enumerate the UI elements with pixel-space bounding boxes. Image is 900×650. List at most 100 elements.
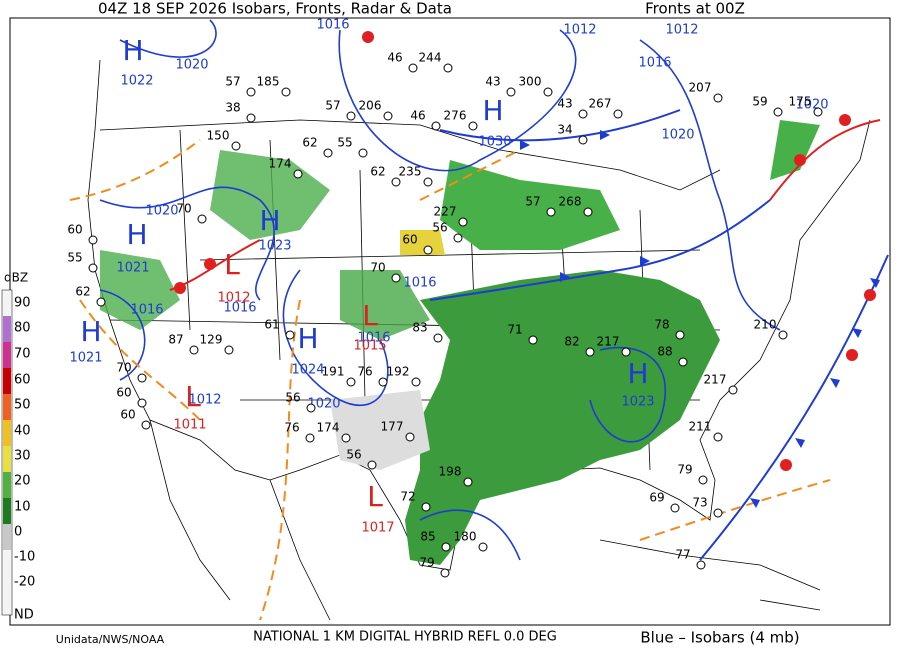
station-marker xyxy=(670,503,680,513)
station-marker xyxy=(197,214,207,224)
station-marker xyxy=(383,111,393,121)
center-pressure: 1024 xyxy=(291,363,324,378)
station-value: 150 xyxy=(207,129,230,143)
station-value: 180 xyxy=(454,530,477,544)
station-value: 61 xyxy=(264,318,279,332)
station-marker xyxy=(506,87,516,97)
scale-label: 50 xyxy=(14,398,31,413)
station-value: 56 xyxy=(346,448,361,462)
isobar-label: 1016 xyxy=(316,18,349,33)
radar-echo xyxy=(400,230,445,255)
station-value: 34 xyxy=(557,123,572,137)
station-marker xyxy=(358,148,368,158)
station-marker xyxy=(678,357,688,367)
scale-label: 90 xyxy=(14,296,31,311)
station-value: 73 xyxy=(692,496,707,510)
radar-echo xyxy=(405,270,720,565)
station-marker xyxy=(546,207,556,217)
station-value: 244 xyxy=(419,51,442,65)
scale-label: 80 xyxy=(14,321,31,336)
scale-label: -20 xyxy=(14,575,35,590)
center-pressure: 1012 xyxy=(217,291,250,306)
station-value: 198 xyxy=(439,465,462,479)
station-value: 71 xyxy=(507,323,522,337)
station-marker xyxy=(281,87,291,97)
station-value: 217 xyxy=(597,335,620,349)
isobar-legend: Blue – Isobars (4 mb) xyxy=(640,629,799,647)
station-marker xyxy=(391,177,401,187)
scale-label: 30 xyxy=(14,449,31,464)
station-value: 57 xyxy=(225,75,240,89)
station-value: 43 xyxy=(485,75,500,89)
station-marker xyxy=(585,347,595,357)
station-marker xyxy=(458,217,468,227)
center-pressure: 1015 xyxy=(353,339,386,354)
station-marker xyxy=(468,121,478,131)
station-marker xyxy=(421,502,431,512)
station-value: 174 xyxy=(269,157,292,171)
station-marker xyxy=(378,377,388,387)
radar-echo xyxy=(770,120,820,180)
station-value: 77 xyxy=(675,548,690,562)
station-marker xyxy=(443,63,453,73)
pressure-center: H xyxy=(482,94,503,127)
station-value: 70 xyxy=(116,361,131,375)
station-value: 210 xyxy=(754,318,777,332)
scale-label: 70 xyxy=(14,347,31,362)
scale-label: -10 xyxy=(14,550,35,565)
station-value: 76 xyxy=(357,365,372,379)
station-value: 227 xyxy=(434,205,457,219)
station-value: 300 xyxy=(519,75,542,89)
pressure-center: H xyxy=(122,34,143,67)
station-value: 129 xyxy=(200,333,223,347)
station-marker xyxy=(137,398,147,408)
station-marker xyxy=(305,433,315,443)
station-value: 57 xyxy=(325,99,340,113)
pressure-center: H xyxy=(126,218,147,251)
center-pressure: 1017 xyxy=(361,521,394,536)
station-value: 174 xyxy=(317,421,340,435)
station-value: 55 xyxy=(337,136,352,150)
station-marker xyxy=(698,475,708,485)
scale-unit: dBZ xyxy=(4,271,28,285)
isobar-label: 1020 xyxy=(661,128,694,143)
center-pressure: 1021 xyxy=(69,351,102,366)
scale-label: 10 xyxy=(14,500,31,515)
radar-echo xyxy=(330,390,430,470)
station-value: 57 xyxy=(525,195,540,209)
isobar-label: 1012 xyxy=(188,393,221,408)
station-marker xyxy=(431,121,441,131)
station-marker xyxy=(367,460,377,470)
pressure-center: H xyxy=(627,357,648,390)
front-pips xyxy=(520,130,880,508)
station-marker xyxy=(306,403,316,413)
center-pressure: 1022 xyxy=(120,74,153,89)
station-value: 70 xyxy=(176,202,191,216)
station-value: 70 xyxy=(370,261,385,275)
station-marker xyxy=(88,235,98,245)
scale-label: ND xyxy=(14,608,34,623)
station-marker xyxy=(231,141,241,151)
isobar-label: 1016 xyxy=(130,303,163,318)
station-marker xyxy=(613,109,623,119)
station-value: 79 xyxy=(419,556,434,570)
center-pressure: 1023 xyxy=(258,239,291,254)
station-marker xyxy=(728,385,738,395)
station-value: 82 xyxy=(564,335,579,349)
station-value: 185 xyxy=(257,75,280,89)
isobar-label: 1020 xyxy=(307,397,340,412)
station-value: 62 xyxy=(75,285,90,299)
isobar-label: 1016 xyxy=(403,276,436,291)
station-marker xyxy=(433,333,443,343)
station-value: 191 xyxy=(322,365,345,379)
station-marker xyxy=(813,107,823,117)
radar-echo xyxy=(440,160,620,250)
station-value: 76 xyxy=(284,421,299,435)
station-marker xyxy=(246,113,256,123)
pressure-center: L xyxy=(367,480,383,513)
map-title: 04Z 18 SEP 2026 Isobars, Fronts, Radar &… xyxy=(98,0,452,18)
station-marker xyxy=(405,432,415,442)
station-marker xyxy=(423,245,433,255)
station-value: 38 xyxy=(225,101,240,115)
pressure-center: H xyxy=(80,315,101,348)
